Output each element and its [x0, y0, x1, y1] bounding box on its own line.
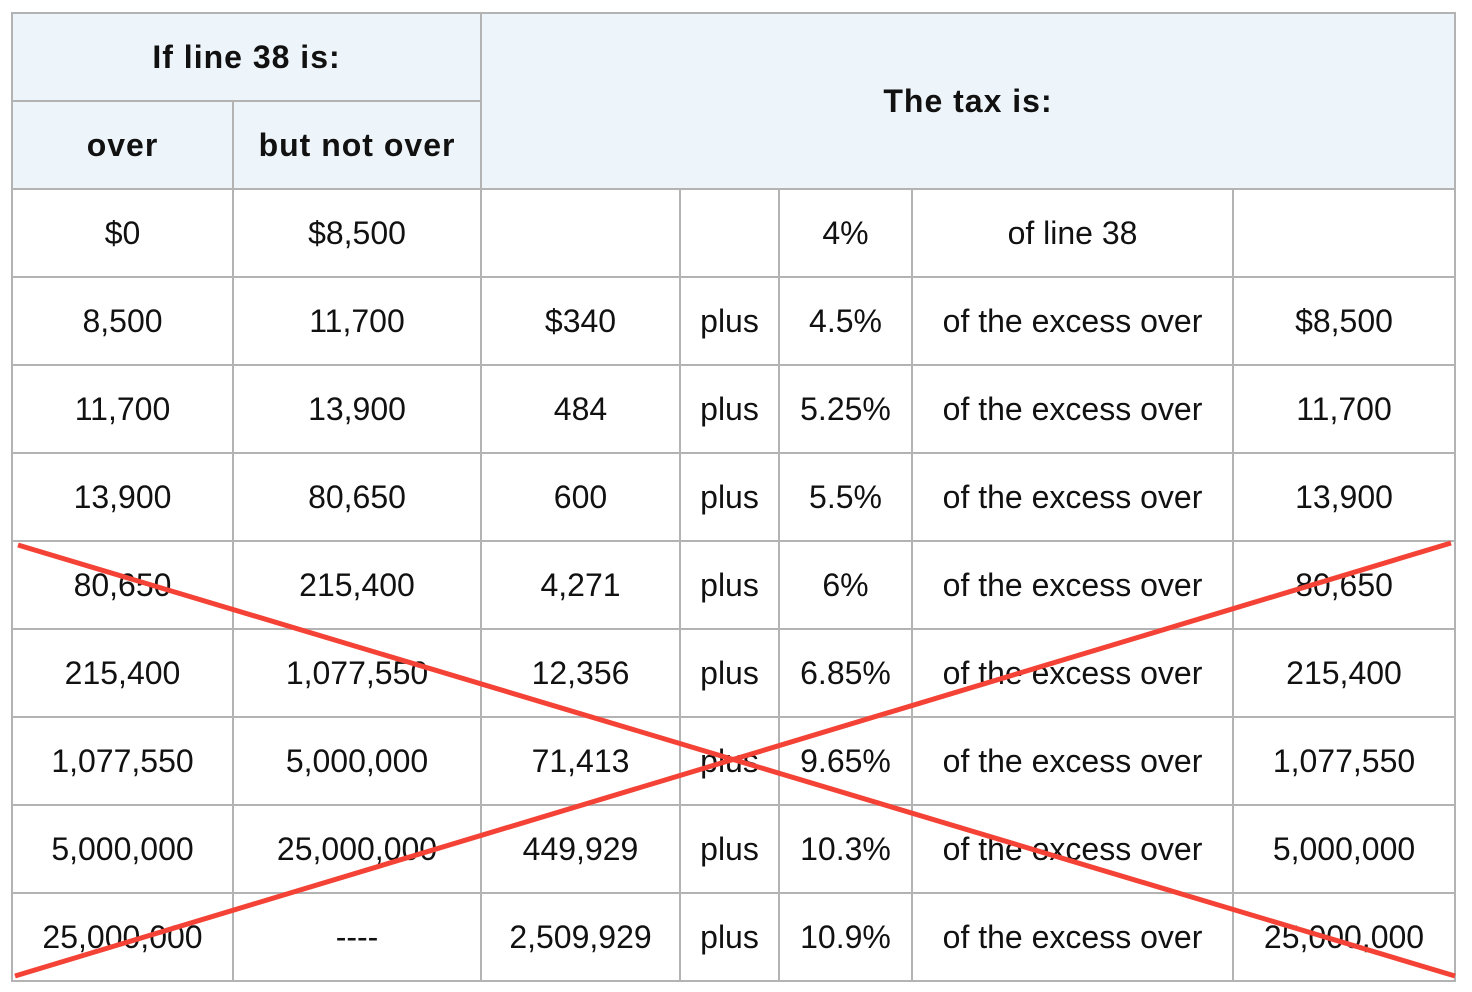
table-cell: plus [681, 454, 778, 540]
table-cell: of the excess over [913, 454, 1232, 540]
table-cell: 5.5% [780, 454, 911, 540]
table-cell: 13,900 [13, 454, 232, 540]
table-cell: plus [681, 542, 778, 628]
header-cell: If line 38 is: [13, 14, 480, 100]
table-cell: 5,000,000 [13, 806, 232, 892]
table-cell: plus [681, 278, 778, 364]
table-cell: 5,000,000 [1234, 806, 1454, 892]
table-cell: of line 38 [913, 190, 1232, 276]
table-cell: 12,356 [482, 630, 679, 716]
table-cell: $0 [13, 190, 232, 276]
table-cell: 8,500 [13, 278, 232, 364]
table-cell: 5,000,000 [234, 718, 480, 804]
table-cell: 71,413 [482, 718, 679, 804]
table-cell: 2,509,929 [482, 894, 679, 980]
table-cell: 80,650 [13, 542, 232, 628]
header-cell: over [13, 102, 232, 188]
table-cell: $340 [482, 278, 679, 364]
table-cell: 13,900 [1234, 454, 1454, 540]
table-cell: plus [681, 718, 778, 804]
table-cell: 4,271 [482, 542, 679, 628]
table-cell: 9.65% [780, 718, 911, 804]
table-cell: plus [681, 630, 778, 716]
table-cell [482, 190, 679, 276]
table-cell: 10.9% [780, 894, 911, 980]
table-cell: 4% [780, 190, 911, 276]
table-cell: plus [681, 806, 778, 892]
table-cell: of the excess over [913, 278, 1232, 364]
header-cell: but not over [234, 102, 480, 188]
table-cell: 6.85% [780, 630, 911, 716]
table-cell: 13,900 [234, 366, 480, 452]
table-cell: 80,650 [1234, 542, 1454, 628]
table-cell: 11,700 [234, 278, 480, 364]
table-cell: of the excess over [913, 366, 1232, 452]
table-cell: of the excess over [913, 806, 1232, 892]
table-cell: 215,400 [1234, 630, 1454, 716]
table-cell: 1,077,550 [1234, 718, 1454, 804]
table-cell: $8,500 [1234, 278, 1454, 364]
table-cell: 215,400 [234, 542, 480, 628]
header-cell: The tax is: [482, 14, 1454, 188]
table-cell [681, 190, 778, 276]
table-cell: 4.5% [780, 278, 911, 364]
table-cell: plus [681, 894, 778, 980]
table-cell: 25,000,000 [13, 894, 232, 980]
table-cell: plus [681, 366, 778, 452]
table-cell: ---- [234, 894, 480, 980]
table-cell: of the excess over [913, 542, 1232, 628]
table-cell: 10.3% [780, 806, 911, 892]
table-cell: of the excess over [913, 894, 1232, 980]
table-cell: 80,650 [234, 454, 480, 540]
table-cell: 1,077,550 [13, 718, 232, 804]
table-cell: 449,929 [482, 806, 679, 892]
table-cell: of the excess over [913, 630, 1232, 716]
table-cell: 25,000,000 [234, 806, 480, 892]
table-cell: $8,500 [234, 190, 480, 276]
table-cell: 11,700 [13, 366, 232, 452]
table-cell: 11,700 [1234, 366, 1454, 452]
table-cell: 215,400 [13, 630, 232, 716]
table-cell: 1,077,550 [234, 630, 480, 716]
table-cell: 25,000,000 [1234, 894, 1454, 980]
table-cell: 484 [482, 366, 679, 452]
table-cell [1234, 190, 1454, 276]
table-cell: 6% [780, 542, 911, 628]
table-cell: of the excess over [913, 718, 1232, 804]
table-cell: 5.25% [780, 366, 911, 452]
table-cell: 600 [482, 454, 679, 540]
tax-table: If line 38 is: over but not over The tax is… [11, 12, 1456, 982]
